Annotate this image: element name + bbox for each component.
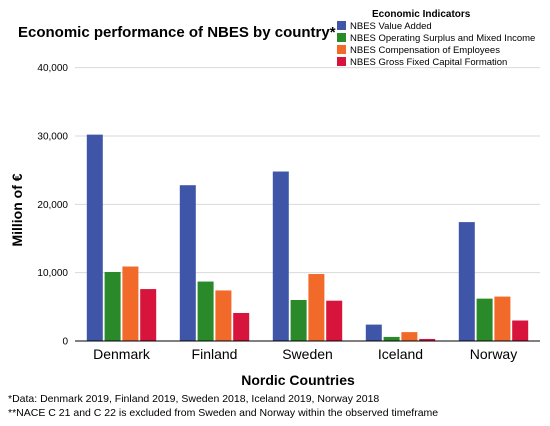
footnote-1: *Data: Denmark 2019, Finland 2019, Swede…	[8, 393, 379, 405]
legend-swatch	[337, 45, 346, 54]
bar	[122, 266, 139, 341]
bar	[383, 336, 400, 341]
legend-entry: NBES Compensation of Employees	[350, 45, 500, 56]
bar	[476, 298, 493, 341]
bars	[86, 134, 529, 341]
legend-entry: NBES Operating Surplus and Mixed Income	[350, 33, 535, 44]
legend-entry: NBES Value Added	[350, 21, 432, 32]
bar	[401, 332, 418, 341]
bar	[140, 289, 157, 341]
y-axis-ticks: 0 10,000 20,000 30,000 40,000	[37, 63, 68, 347]
x-tick-label: Norway	[470, 346, 517, 362]
y-tick-label: 0	[62, 337, 68, 348]
legend: Economic Indicators NBES Value AddedNBES…	[337, 9, 535, 68]
bar	[233, 312, 250, 341]
x-axis-ticks: Denmark Finland Sweden Iceland Norway	[93, 346, 517, 362]
footnote-2: **NACE C 21 and C 22 is excluded from Sw…	[8, 407, 438, 419]
bar	[326, 300, 343, 341]
y-tick-label: 40,000	[37, 63, 68, 74]
x-tick-label: Denmark	[93, 346, 151, 362]
y-tick-label: 20,000	[37, 200, 68, 211]
legend-swatch	[337, 21, 346, 30]
y-tick-label: 30,000	[37, 132, 68, 143]
bar	[86, 134, 103, 341]
legend-title: Economic Indicators	[372, 9, 471, 20]
y-axis-label: Million of €	[9, 173, 25, 246]
bar	[290, 300, 307, 341]
bar	[494, 296, 511, 341]
bar	[104, 271, 121, 341]
x-tick-label: Finland	[192, 346, 238, 362]
legend-swatch	[337, 57, 346, 66]
legend-entry: NBES Gross Fixed Capital Formation	[350, 57, 507, 68]
bar	[179, 185, 196, 341]
bar	[365, 324, 382, 341]
bar	[197, 281, 214, 341]
y-tick-label: 10,000	[37, 268, 68, 279]
bar	[272, 171, 289, 341]
bar	[308, 274, 325, 341]
bar	[512, 320, 529, 341]
bar	[458, 222, 475, 341]
legend-swatch	[337, 33, 346, 42]
x-axis-label: Nordic Countries	[241, 372, 355, 388]
x-tick-label: Iceland	[378, 346, 423, 362]
bar	[419, 338, 436, 341]
chart-title: Economic performance of NBES by country*	[18, 24, 336, 41]
x-tick-label: Sweden	[282, 346, 333, 362]
bar	[215, 290, 232, 341]
